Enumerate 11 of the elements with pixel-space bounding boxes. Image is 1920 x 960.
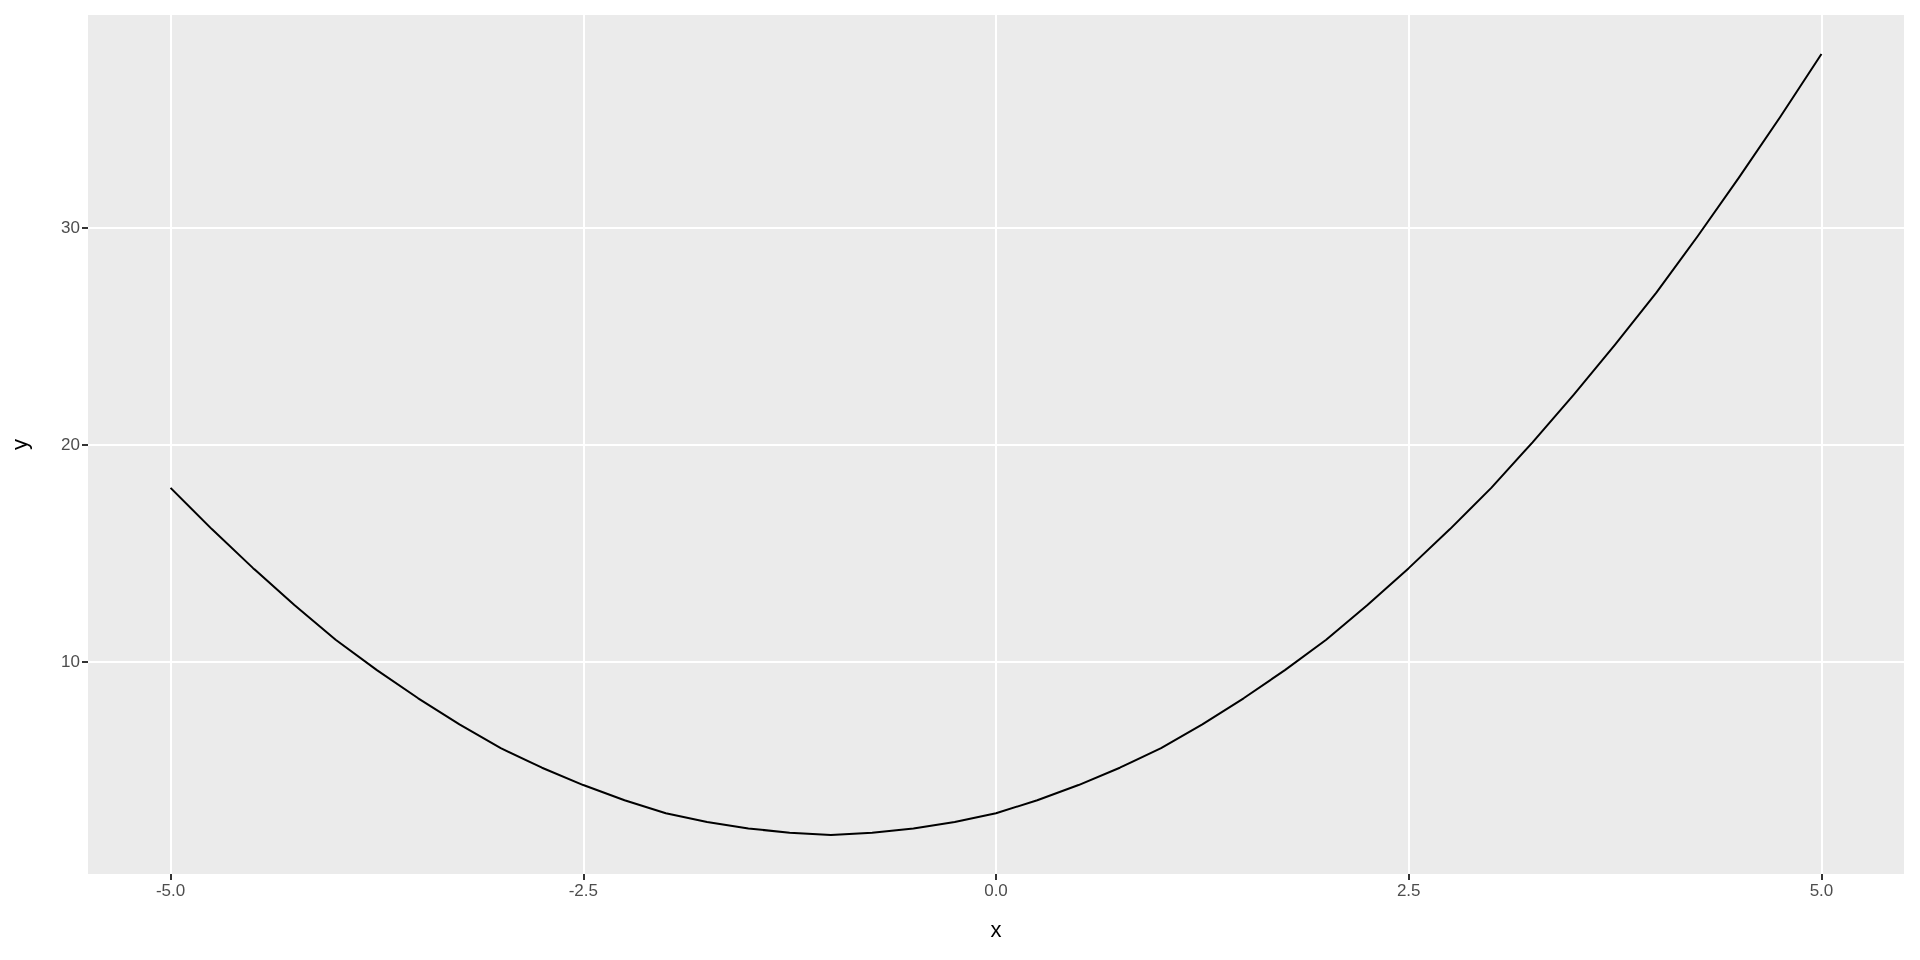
x-tick-label: -5.0 (155, 881, 186, 900)
x-tick-label: -2.5 (568, 881, 598, 900)
x-tick-label: 2.5 (1396, 881, 1421, 900)
line-series (169, 53, 1823, 836)
y-axis-title: y (6, 439, 32, 450)
x-axis-title: x (990, 916, 1002, 942)
x-tick-label: 0.0 (984, 881, 1008, 900)
y-tick-label: 20 (61, 435, 80, 454)
y-tick-label: 30 (61, 218, 80, 238)
x-tick-label: 5.0 (1809, 881, 1834, 900)
y-tick-label: 10 (61, 651, 80, 671)
